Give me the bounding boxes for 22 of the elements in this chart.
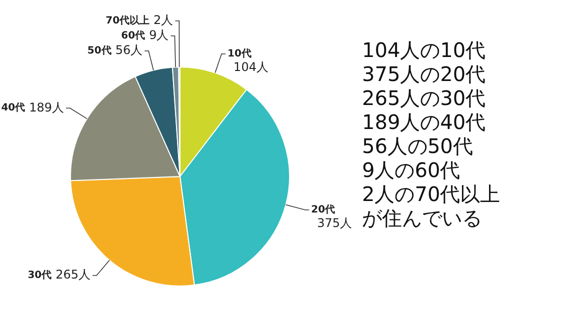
data-label: 189人 [29, 100, 64, 114]
text: 2人の70代以上 [362, 182, 500, 206]
text: が住んでいる [362, 206, 483, 230]
text: 265人の30代 [362, 86, 487, 110]
slice-label: 50代 [87, 44, 112, 56]
text: 375人の20代 [362, 62, 487, 86]
data-label: 2人 [154, 12, 174, 27]
slice-label: 40代 [1, 102, 26, 114]
data-label: 56人 [115, 42, 143, 57]
slice-label: 70代以上 [106, 14, 150, 26]
data-label: 9人 [149, 28, 169, 42]
data-label: 375人 [317, 216, 352, 230]
text: 9人の60代 [362, 158, 462, 182]
slice-label: 60代 [121, 29, 146, 42]
slice-label: 30代 [28, 269, 52, 282]
slice-label: 20代 [311, 203, 336, 216]
data-label: 265人 [56, 268, 91, 282]
text: 189人の40代 [362, 110, 487, 134]
data-label: 104人 [234, 60, 268, 74]
slice-label: 10代 [228, 47, 252, 60]
text: 104人の10代 [362, 38, 487, 62]
text: 56人の50代 [362, 134, 474, 158]
